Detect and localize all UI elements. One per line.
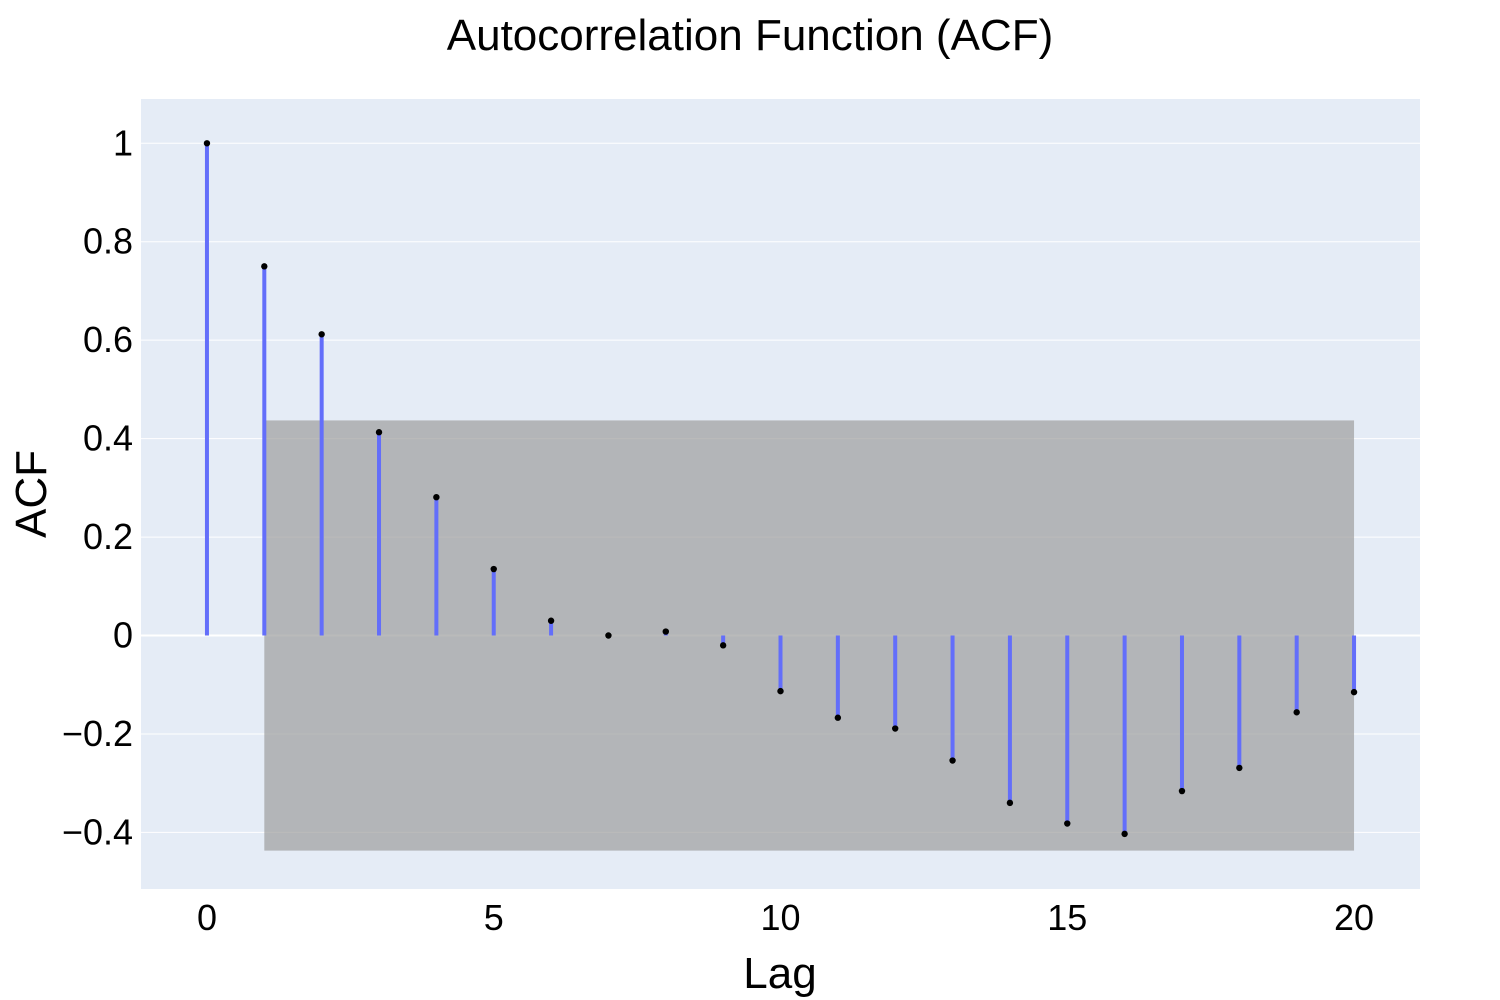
markers-layer: [203, 140, 1358, 838]
x-tick-label-15: 15: [1047, 897, 1087, 938]
y-tick-label-1: 0.8: [83, 221, 133, 262]
marker-lag-14: [1006, 799, 1014, 807]
y-tick-label-6: −0.2: [62, 713, 133, 754]
y-tick-label-0: 1: [113, 122, 133, 163]
chart-title: Autocorrelation Function (ACF): [447, 11, 1053, 60]
marker-lag-17: [1178, 787, 1186, 795]
y-tick-labels: 1 0.8 0.6 0.4 0.2 0 −0.2 −0.4: [62, 122, 133, 852]
x-tick-label-0: 0: [197, 897, 217, 938]
marker-lag-18: [1236, 764, 1243, 772]
marker-lag-3: [375, 429, 383, 436]
x-tick-label-10: 10: [760, 897, 800, 938]
marker-lag-6: [547, 617, 555, 624]
marker-lag-10: [777, 687, 784, 695]
marker-lag-2: [318, 331, 325, 338]
marker-lag-5: [490, 565, 497, 573]
marker-lag-15: [1064, 820, 1071, 827]
y-tick-label-3: 0.4: [83, 418, 133, 459]
marker-lag-4: [433, 493, 440, 501]
y-axis-title: ACF: [7, 450, 56, 538]
marker-lag-0: [203, 140, 211, 147]
confidence-band-layer: [264, 420, 1355, 851]
marker-lag-11: [834, 714, 842, 721]
marker-lag-20: [1350, 688, 1358, 696]
y-tick-label-4: 0.2: [83, 516, 133, 557]
confidence-band: [264, 420, 1355, 851]
marker-lag-13: [949, 757, 956, 764]
marker-lag-19: [1293, 709, 1300, 716]
marker-lag-1: [261, 263, 268, 270]
y-tick-label-7: −0.4: [62, 811, 133, 852]
x-tick-labels: 0 5 10 15 20: [197, 897, 1374, 938]
marker-lag-7: [605, 632, 612, 639]
y-tick-label-2: 0.6: [83, 319, 133, 360]
x-tick-label-20: 20: [1334, 897, 1374, 938]
marker-lag-12: [892, 725, 899, 732]
x-axis-title: Lag: [743, 949, 816, 998]
marker-lag-9: [719, 642, 727, 649]
stems-layer: [204, 143, 1357, 834]
y-tick-label-5: 0: [113, 615, 133, 656]
marker-lag-16: [1121, 830, 1128, 838]
x-tick-label-5: 5: [484, 897, 504, 938]
marker-lag-8: [662, 628, 669, 635]
